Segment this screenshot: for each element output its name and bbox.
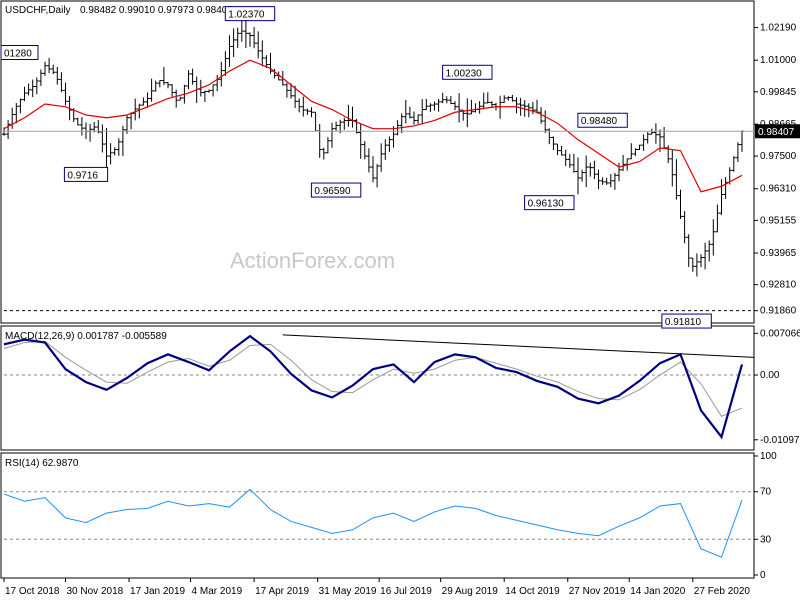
price-annotation-box	[524, 195, 575, 211]
price-annotation: 1.02370	[224, 6, 276, 22]
x-axis-label: 17 Apr 2019	[255, 586, 309, 597]
price-annotation-box	[224, 6, 276, 22]
price-annotation: 01280	[0, 45, 39, 61]
price-axis-label: 0.91860	[760, 306, 797, 317]
rsi-panel-frame	[0, 452, 755, 579]
macd-axis-label: 0.00	[760, 370, 780, 381]
price-axis-label: 0.92810	[760, 280, 797, 291]
price-annotation: 0.9716	[63, 166, 109, 182]
macd-main-line	[3, 334, 744, 440]
price-annotation: 0.91810	[661, 313, 712, 329]
rsi-axis-label: 70	[760, 487, 772, 498]
price-axis-label: 0.95155	[760, 215, 797, 226]
price-annotation-box	[442, 64, 493, 80]
price-axis-label: 0.96310	[760, 184, 797, 195]
price-annotation-box	[310, 182, 362, 198]
price-annotation-label: 01280	[4, 49, 32, 60]
rsi-layer	[3, 488, 754, 558]
x-axis-label: 27 Feb 2020	[694, 586, 751, 597]
current-price-label: 0.98407	[758, 127, 795, 138]
price-annotation-label: 0.96590	[314, 186, 351, 197]
current-price-tag	[755, 124, 800, 139]
macd-axis-label: 0.007066	[760, 328, 800, 339]
price-annotation: 1.00230	[442, 64, 493, 80]
price-annotation-box	[577, 112, 628, 128]
price-axis-label: 1.01000	[760, 55, 797, 66]
ma-line	[3, 59, 743, 193]
x-axis-label: 30 Nov 2018	[67, 586, 124, 597]
x-axis-label: 27 Nov 2019	[569, 586, 626, 597]
symbol-label: USDCHF,Daily	[5, 5, 71, 16]
price-annotation: 0.98480	[577, 112, 628, 128]
price-axis-label: 0.99845	[760, 87, 797, 98]
price-annotation-box	[661, 313, 712, 329]
price-layer: 0.9716 1.02370 0.96590 1.00230 0.96130 0.9848…	[0, 6, 754, 329]
x-axis-label: 31 May 2019	[319, 586, 377, 597]
price-axis-label: 0.93965	[760, 248, 797, 259]
x-axis-label: 29 Aug 2019	[442, 586, 499, 597]
price-annotation-label: 1.00230	[446, 68, 483, 79]
macd-panel-frame	[0, 325, 755, 451]
price-axis-label: 0.97500	[760, 151, 797, 162]
price-annotation: 0.96590	[310, 182, 362, 198]
price-annotation-box	[63, 166, 109, 182]
x-axis-label: 14 Oct 2019	[505, 586, 560, 597]
price-panel-frame	[0, 0, 755, 324]
price-axis-label: 1.02190	[760, 23, 797, 34]
price-annotation-box	[0, 45, 39, 61]
price-annotation-label: 0.96130	[528, 199, 565, 210]
rsi-label: RSI(14) 62.9870	[5, 458, 79, 469]
macd-layer	[3, 334, 755, 440]
x-axis-label: 17 Jan 2019	[130, 586, 185, 597]
x-axis-label: 16 Jul 2019	[380, 586, 432, 597]
price-annotation-label: 0.98480	[581, 116, 618, 127]
macd-trendline	[282, 334, 755, 358]
rsi-axis-label: 100	[760, 451, 777, 462]
price-annotation-label: 0.91810	[665, 317, 702, 328]
x-axis-label: 14 Jan 2020	[630, 586, 685, 597]
axis-layer: 1.021901.010000.998450.986650.975000.963…	[3, 23, 800, 597]
x-axis-label: 17 Oct 2018	[5, 586, 60, 597]
rsi-axis-label: 0	[760, 570, 766, 581]
macd-axis-label: -0.010975	[760, 435, 800, 446]
ohlc-label: 0.98482 0.99010 0.97973 0.98407	[80, 5, 233, 16]
x-axis-label: 4 Mar 2019	[192, 586, 243, 597]
macd-label: MACD(12,26,9) 0.001787 -0.005589	[5, 331, 167, 342]
rsi-line	[3, 488, 743, 558]
price-annotation: 0.96130	[524, 195, 575, 211]
price-annotation-label: 1.02370	[228, 10, 265, 21]
watermark: ActionForex.com	[230, 248, 395, 273]
price-annotation-label: 0.9716	[67, 170, 98, 181]
rsi-axis-label: 30	[760, 534, 772, 545]
macd-signal-line	[3, 340, 743, 417]
